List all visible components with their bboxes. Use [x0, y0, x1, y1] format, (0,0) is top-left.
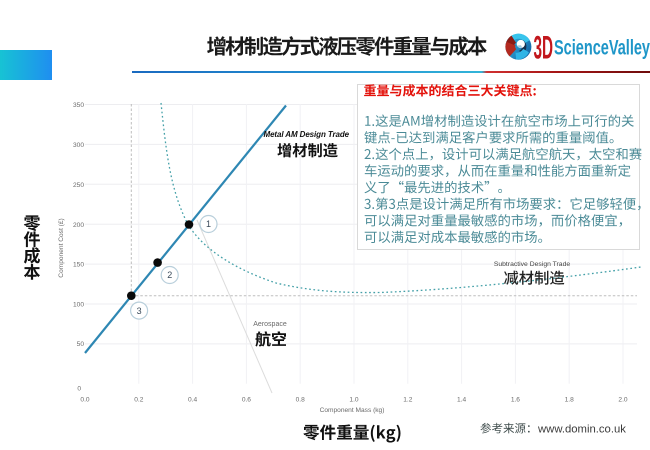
svg-text:3D: 3D	[534, 30, 554, 66]
svg-text:Aerospace: Aerospace	[253, 321, 287, 328]
svg-text:Component Mass (kg): Component Mass (kg)	[320, 407, 385, 414]
svg-text:1: 1	[206, 219, 211, 229]
svg-text:Subtractive Design Trade: Subtractive Design Trade	[494, 261, 571, 268]
svg-text:0.4: 0.4	[188, 397, 197, 404]
svg-text:0.8: 0.8	[296, 397, 305, 404]
svg-text:Metal AM Design Trade: Metal AM Design Trade	[264, 130, 350, 139]
svg-text:200: 200	[73, 222, 84, 229]
svg-text:0.6: 0.6	[242, 397, 251, 404]
svg-text:150: 150	[73, 262, 84, 269]
svg-text:1.6: 1.6	[511, 397, 520, 404]
svg-text:250: 250	[73, 182, 84, 189]
svg-text:350: 350	[73, 102, 84, 109]
svg-text:Component Cost (£): Component Cost (£)	[58, 218, 65, 277]
svg-text:0.2: 0.2	[134, 397, 143, 404]
svg-text:100: 100	[73, 301, 84, 308]
svg-text:1.0: 1.0	[349, 397, 358, 404]
svg-text:1.4: 1.4	[457, 397, 466, 404]
svg-text:ScienceValley: ScienceValley	[554, 37, 650, 60]
svg-text:50: 50	[77, 341, 85, 348]
svg-text:0.0: 0.0	[80, 397, 89, 404]
svg-text:300: 300	[73, 142, 84, 149]
svg-text:1.2: 1.2	[403, 397, 412, 404]
svg-text:2: 2	[167, 270, 172, 280]
svg-text:1.8: 1.8	[565, 397, 574, 404]
svg-text:0: 0	[77, 386, 81, 393]
svg-text:www.domin.co.uk: www.domin.co.uk	[537, 424, 626, 436]
svg-text:2.0: 2.0	[618, 397, 627, 404]
svg-text:3: 3	[137, 306, 142, 316]
